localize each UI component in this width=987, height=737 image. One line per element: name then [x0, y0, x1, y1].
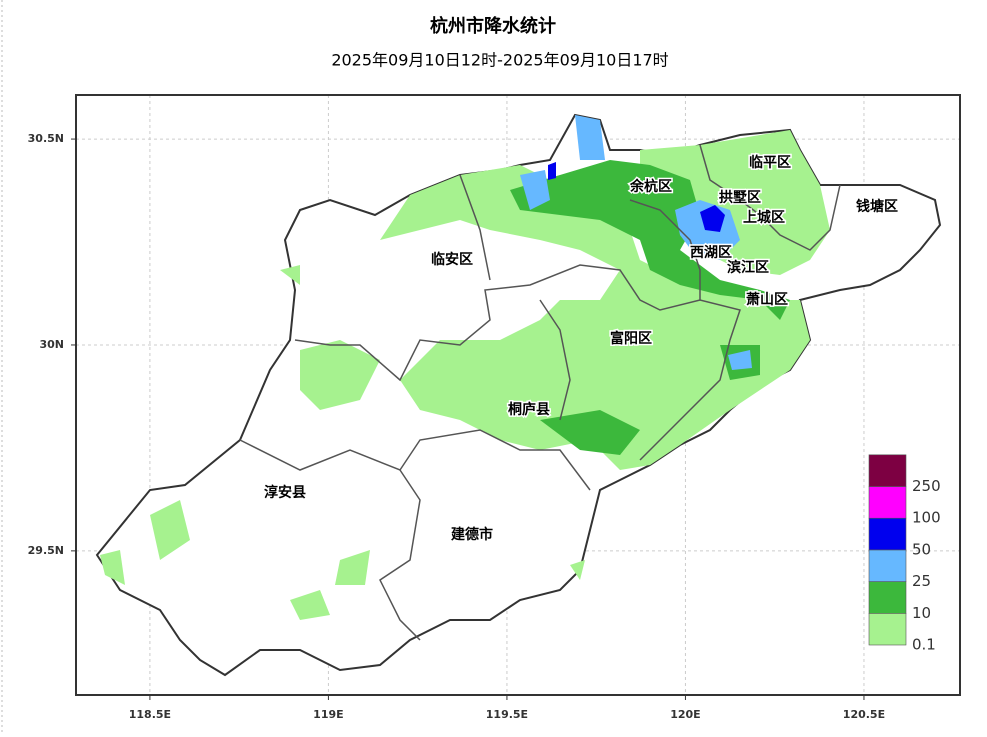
region-label: 西湖区 [690, 245, 732, 261]
x-tick-label: 120.5E [843, 708, 885, 721]
x-tick-label: 119E [313, 708, 343, 721]
legend-label: 250 [912, 477, 941, 495]
legend-label: 25 [912, 572, 931, 590]
region-label: 富阳区 [610, 330, 652, 347]
legend-swatch [868, 581, 907, 614]
x-tick-label: 118.5E [129, 708, 171, 721]
legend-label: 100 [912, 509, 941, 527]
rain-very-heavy [548, 162, 725, 232]
map-area [95, 113, 942, 677]
region-label: 建德市 [451, 526, 493, 543]
region-label: 滨江区 [727, 259, 769, 276]
legend-swatch [868, 517, 907, 551]
legend-label: 10 [912, 604, 931, 622]
legend-label: 0.1 [912, 636, 936, 654]
legend: 0.1 10 25 50 100 250 [868, 454, 941, 654]
region-label: 桐庐县 [508, 401, 550, 418]
region-label: 上城区 [743, 209, 785, 226]
region-label: 钱塘区 [856, 198, 898, 215]
rain-light [100, 130, 830, 620]
x-tick-label: 119.5E [486, 708, 528, 721]
y-tick-label: 30N [39, 338, 64, 351]
region-label: 淳安县 [264, 484, 306, 501]
map-title: 杭州市降水统计 [430, 15, 556, 37]
region-label: 萧山区 [746, 291, 788, 308]
map-subtitle: 2025年09月10日12时-2025年09月10日17时 [331, 51, 668, 70]
legend-swatch [868, 549, 907, 582]
region-label: 拱墅区 [719, 189, 761, 206]
y-tick-label: 29.5N [28, 544, 64, 557]
map-frame [75, 94, 961, 696]
region-label: 临安区 [431, 251, 473, 268]
y-tick-label: 30.5N [28, 132, 64, 145]
legend-swatch [868, 612, 907, 646]
x-tick-label: 120E [670, 708, 700, 721]
district-borders [239, 144, 841, 641]
legend-swatch [868, 454, 907, 487]
legend-swatch [868, 486, 907, 519]
region-labels: 临平区 余杭区 拱墅区 上城区 钱塘区 西湖区 滨江区 临安区 萧山区 富阳区 … [263, 153, 900, 545]
region-label: 余杭区 [629, 178, 672, 195]
region-label: 临平区 [749, 154, 791, 171]
legend-label: 50 [912, 540, 931, 558]
